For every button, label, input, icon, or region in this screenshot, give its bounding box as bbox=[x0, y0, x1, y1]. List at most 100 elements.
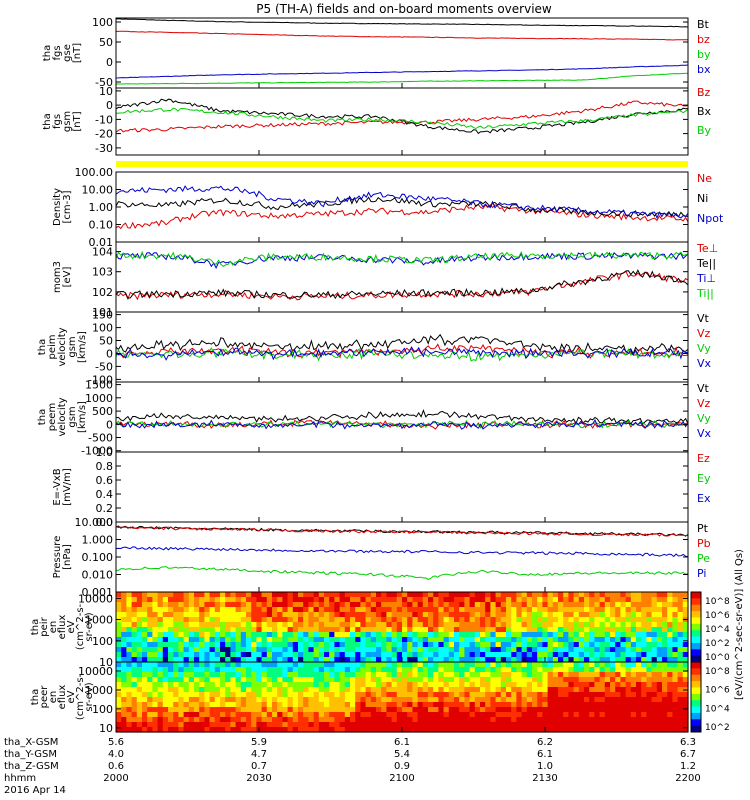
spectrogram-cell bbox=[209, 662, 216, 668]
spectrogram-cell bbox=[360, 597, 367, 603]
y-axis-label: peem bbox=[47, 403, 58, 431]
spectrogram-cell bbox=[433, 687, 439, 693]
spectrogram-cell bbox=[563, 707, 569, 713]
spectrogram-cell bbox=[344, 612, 351, 618]
spectrogram-cell bbox=[355, 637, 361, 643]
spectrogram-cell bbox=[552, 722, 559, 728]
y-tick-label: 50 bbox=[99, 335, 113, 348]
spectrogram-cell bbox=[568, 622, 575, 628]
spectrogram-cell bbox=[136, 632, 143, 638]
spectrogram-cell bbox=[386, 697, 393, 703]
spectrogram-cell bbox=[511, 672, 517, 678]
spectrogram-cell bbox=[214, 682, 221, 688]
spectrogram-cell bbox=[469, 672, 476, 678]
spectrogram-cell bbox=[235, 682, 242, 688]
spectrogram-cell bbox=[391, 717, 398, 723]
spectrogram-cell bbox=[318, 662, 325, 668]
spectrogram-cell bbox=[355, 677, 361, 683]
spectrogram-cell bbox=[350, 707, 356, 713]
spectrogram-cell bbox=[116, 697, 122, 703]
spectrogram-cell bbox=[677, 602, 684, 608]
spectrogram-cell bbox=[386, 597, 393, 603]
spectrogram-cell bbox=[313, 702, 320, 708]
spectrogram-cell bbox=[573, 712, 580, 718]
spectrogram-cell bbox=[402, 652, 408, 658]
spectrogram-cell bbox=[116, 722, 122, 728]
spectrogram-cell bbox=[183, 597, 190, 603]
spectrogram-cell bbox=[225, 637, 231, 643]
spectrogram-cell bbox=[532, 592, 538, 598]
spectrogram-cell bbox=[563, 647, 569, 653]
spectrogram-cell bbox=[672, 697, 679, 703]
spectrogram-cell bbox=[584, 597, 590, 603]
spectrogram-cell bbox=[350, 672, 356, 678]
spectrogram-cell bbox=[672, 657, 679, 663]
spectrogram-cell bbox=[422, 617, 429, 623]
spectrogram-cell bbox=[630, 687, 637, 693]
spectrogram-cell bbox=[500, 717, 507, 723]
spectrogram-cell bbox=[615, 697, 621, 703]
spectrogram-cell bbox=[672, 642, 679, 648]
spectrogram-cell bbox=[506, 667, 512, 673]
spectrogram-cell bbox=[350, 647, 356, 653]
spectrogram-cell bbox=[402, 612, 408, 618]
spectrogram-cell bbox=[126, 667, 133, 673]
spectrogram-cell bbox=[277, 627, 283, 633]
spectrogram-cell bbox=[220, 672, 226, 678]
spectrogram-cell bbox=[225, 677, 231, 683]
spectrogram-cell bbox=[490, 667, 497, 673]
spectrogram-cell bbox=[615, 642, 621, 648]
spectrogram-cell bbox=[350, 617, 356, 623]
spectrogram-cell bbox=[578, 667, 585, 673]
spectrogram-cell bbox=[433, 627, 439, 633]
spectrogram-cell bbox=[199, 677, 205, 683]
spectrogram-cell bbox=[173, 672, 179, 678]
spectrogram-cell bbox=[391, 592, 398, 598]
spectrogram-cell bbox=[656, 712, 663, 718]
spectrogram-cell bbox=[246, 692, 252, 698]
spectrogram-cell bbox=[682, 622, 689, 628]
spectrogram-cell bbox=[386, 607, 393, 613]
spectrogram-cell bbox=[547, 642, 554, 648]
colorbar-segment bbox=[691, 706, 701, 714]
spectrogram-cell bbox=[204, 652, 211, 658]
y-axis-label: velocity bbox=[57, 327, 68, 366]
spectrogram-cell bbox=[339, 632, 346, 638]
spectrogram-cell bbox=[246, 652, 252, 658]
spectrogram-cell bbox=[578, 597, 585, 603]
spectrogram-cell bbox=[500, 667, 507, 673]
spectrogram-cell bbox=[589, 687, 595, 693]
spectrogram-cell bbox=[396, 667, 403, 673]
spectrogram-cell bbox=[428, 617, 434, 623]
spectrogram-cell bbox=[324, 727, 330, 733]
spectrogram-cell bbox=[256, 722, 263, 728]
spectrogram-cell bbox=[651, 637, 658, 643]
spectrogram-cell bbox=[516, 642, 523, 648]
spectrogram-cell bbox=[578, 602, 585, 608]
spectrogram-cell bbox=[521, 702, 528, 708]
spectrogram-cell bbox=[396, 607, 403, 613]
spectrogram-cell bbox=[386, 592, 393, 598]
spectrogram-cell bbox=[485, 627, 491, 633]
spectrogram-cell bbox=[495, 592, 502, 598]
spectrogram-cell bbox=[495, 602, 502, 608]
spectrogram-cell bbox=[620, 637, 627, 643]
spectrogram-cell bbox=[251, 722, 257, 728]
spectrogram-cell bbox=[480, 697, 486, 703]
spectrogram-cell bbox=[308, 612, 315, 618]
spectrogram-cell bbox=[324, 702, 330, 708]
spectrogram-cell bbox=[251, 622, 257, 628]
spectrogram-cell bbox=[474, 667, 481, 673]
spectrogram-cell bbox=[178, 652, 185, 658]
spectrogram-cell bbox=[121, 702, 127, 708]
spectrogram-cell bbox=[272, 627, 278, 633]
spectrogram-cell bbox=[469, 627, 476, 633]
spectrogram-cell bbox=[537, 727, 543, 733]
spectrogram-cell bbox=[459, 637, 465, 643]
spectrogram-cell bbox=[386, 707, 393, 713]
spectrogram-cell bbox=[298, 597, 304, 603]
spectrogram-cell bbox=[568, 697, 575, 703]
y-axis-label: Pressure bbox=[52, 536, 63, 579]
spectrogram-cell bbox=[360, 612, 367, 618]
spectrogram-cell bbox=[183, 647, 190, 653]
